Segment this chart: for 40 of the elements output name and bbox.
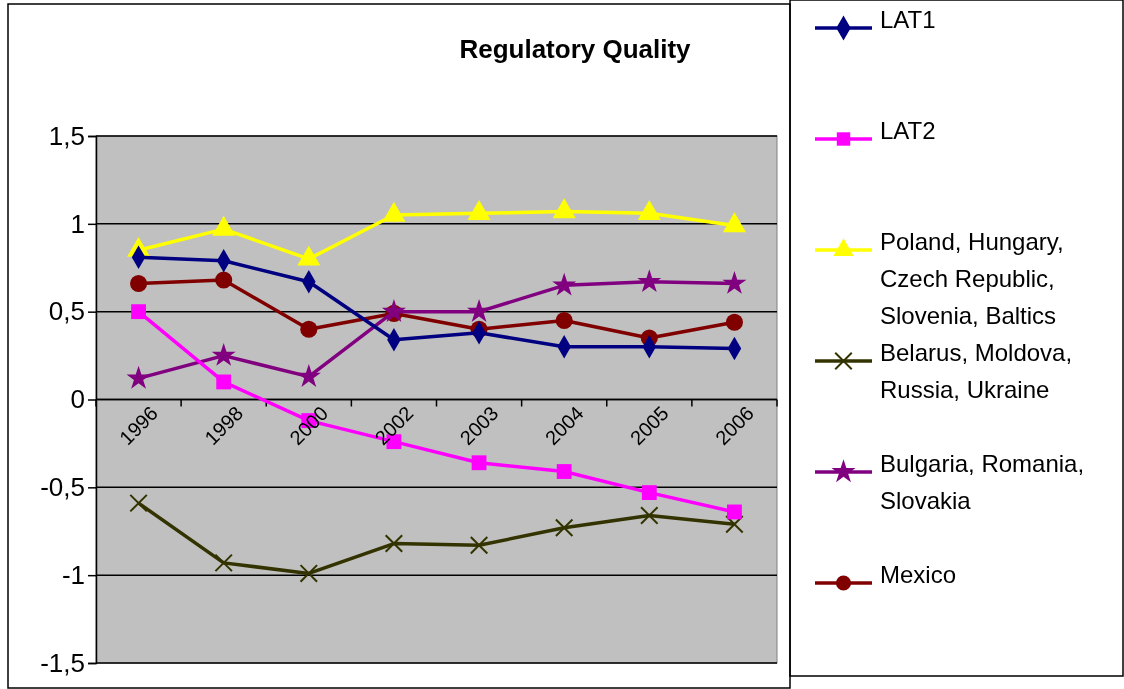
point bbox=[381, 299, 406, 322]
legend-label: Poland, Hungary, Czech Republic, Slovenia, Baltics bbox=[880, 228, 1064, 329]
y-tick-label: 0 bbox=[70, 384, 85, 415]
point bbox=[471, 455, 487, 471]
point bbox=[215, 271, 233, 289]
point bbox=[637, 269, 662, 293]
point bbox=[130, 275, 148, 293]
point bbox=[384, 534, 404, 553]
point bbox=[552, 272, 577, 296]
legend-label: Belarus, Moldova, Russia, Ukraine bbox=[880, 339, 1073, 403]
y-tick-label: -1,5 bbox=[40, 647, 85, 678]
legend-label: Bulgaria, Romania, Slovakia bbox=[880, 450, 1085, 514]
point bbox=[556, 464, 572, 479]
legend-label: LAT2 bbox=[880, 117, 936, 144]
point bbox=[211, 342, 236, 366]
y-tick-label: 0,5 bbox=[48, 296, 85, 327]
legend-label: LAT1 bbox=[880, 6, 936, 33]
point bbox=[722, 270, 747, 294]
point bbox=[131, 304, 146, 320]
point bbox=[727, 504, 742, 520]
legend-label: Mexico bbox=[880, 561, 957, 588]
point bbox=[216, 374, 232, 390]
point bbox=[725, 313, 743, 331]
point bbox=[214, 553, 233, 573]
point bbox=[640, 506, 659, 525]
point bbox=[469, 536, 489, 555]
y-tick-label: 1 bbox=[70, 208, 85, 239]
point bbox=[554, 518, 574, 537]
point bbox=[126, 365, 151, 389]
chart-title: Regulatory Quality bbox=[459, 34, 692, 64]
point bbox=[299, 564, 319, 583]
point bbox=[296, 364, 321, 387]
point bbox=[555, 311, 573, 329]
y-tick-label: -1 bbox=[61, 559, 85, 590]
point bbox=[725, 514, 744, 534]
y-tick-label: 1,5 bbox=[48, 120, 85, 151]
point bbox=[641, 485, 657, 501]
point bbox=[129, 493, 148, 513]
y-tick-label: -0,5 bbox=[40, 472, 85, 503]
point bbox=[300, 320, 318, 338]
